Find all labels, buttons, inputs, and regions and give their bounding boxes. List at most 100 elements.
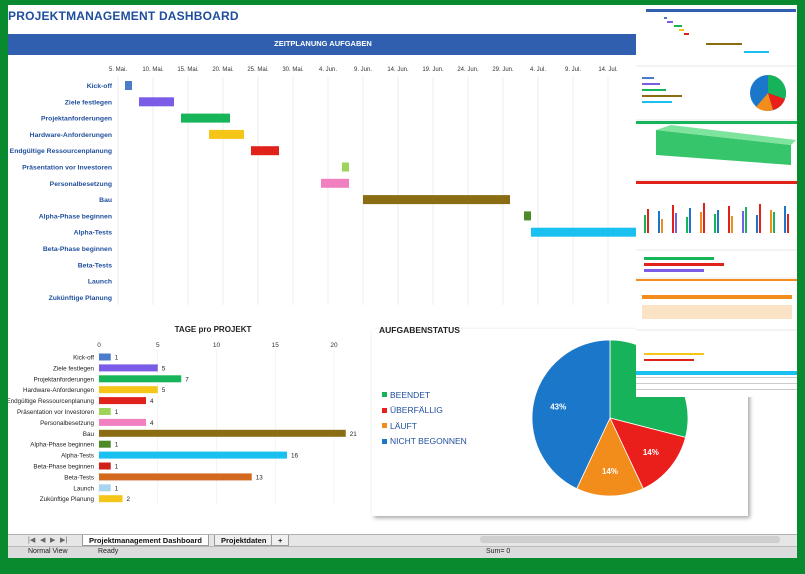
pie-value-label: 43% xyxy=(550,402,566,411)
gantt-task-label: Beta-Tests xyxy=(78,262,112,269)
gantt-header-banner: ZEITPLANUNG AUFGABEN xyxy=(8,34,638,55)
gantt-bar xyxy=(342,162,349,172)
gantt-date-tick: 15. Mai. xyxy=(177,67,199,73)
horizontal-scrollbar[interactable] xyxy=(480,536,780,543)
thumb-column-chart xyxy=(636,181,797,249)
days-value-label: 7 xyxy=(185,376,189,383)
days-value-label: 1 xyxy=(115,442,119,449)
gantt-task-label: Bau xyxy=(99,197,112,204)
gantt-date-tick: 24. Jun. xyxy=(457,67,479,73)
prev-sheet-icon[interactable]: ◀ xyxy=(40,537,46,544)
days-category-label: Alpha-Tests xyxy=(61,453,94,460)
days-value-label: 5 xyxy=(162,365,166,372)
status-chart-title: AUFGABENSTATUS xyxy=(379,325,460,335)
view-mode-label[interactable]: Normal View xyxy=(28,548,68,555)
legend-swatch xyxy=(382,392,387,398)
days-axis-tick: 5 xyxy=(156,342,160,349)
gantt-task-label: Kick-off xyxy=(87,83,113,90)
days-bar xyxy=(99,484,111,492)
days-value-label: 4 xyxy=(150,420,154,427)
gantt-date-tick: 29. Jun. xyxy=(492,67,514,73)
days-category-label: Hardware-Anforderungen xyxy=(23,387,95,394)
gantt-date-tick: 9. Jun. xyxy=(354,67,372,73)
gantt-date-tick: 14. Jun. xyxy=(387,67,409,73)
days-category-label: Beta-Tests xyxy=(64,474,94,481)
thumb-3d-bars xyxy=(636,121,797,179)
legend-swatch xyxy=(382,423,387,429)
days-category-label: Personalbesetzung xyxy=(40,420,94,427)
gantt-date-tick: 20. Mai. xyxy=(212,67,234,73)
days-category-label: Alpha-Phase beginnen xyxy=(30,442,94,449)
gantt-task-label: Hardware-Anforderungen xyxy=(30,132,112,139)
gantt-date-tick: 4. Jun. xyxy=(319,67,337,73)
days-chart-title: TAGE pro PROJEKT xyxy=(175,325,252,334)
days-bar xyxy=(99,440,111,448)
legend-item: BEENDET xyxy=(382,387,467,403)
gantt-bar xyxy=(363,195,510,205)
gantt-title: ZEITPLANUNG AUFGABEN xyxy=(274,39,372,48)
days-value-label: 1 xyxy=(115,485,119,492)
gantt-bar xyxy=(139,97,174,107)
pie-slice xyxy=(609,417,687,490)
gantt-date-tick: 30. Mai. xyxy=(282,67,304,73)
days-bar xyxy=(99,353,111,361)
gantt-date-tick: 5. Mai. xyxy=(109,67,127,73)
days-category-label: Bau xyxy=(83,431,95,438)
gantt-date-tick: 19. Jun. xyxy=(422,67,444,73)
days-value-label: 13 xyxy=(256,474,264,481)
gantt-date-tick: 10. Mai. xyxy=(142,67,164,73)
gantt-task-label: Beta-Phase beginnen xyxy=(43,246,112,253)
gantt-bar xyxy=(251,146,279,156)
days-value-label: 1 xyxy=(115,355,119,362)
days-value-label: 5 xyxy=(162,387,166,394)
days-value-label: 2 xyxy=(127,496,131,503)
thumbnail-previews xyxy=(636,5,797,397)
gantt-bar xyxy=(125,81,132,90)
legend-label: ÜBERFÄLLIG xyxy=(390,405,443,416)
days-category-label: Zukünftige Planung xyxy=(40,496,95,503)
pie-slice xyxy=(576,417,644,497)
gantt-bar xyxy=(321,178,349,188)
gantt-date-tick: 4. Jul. xyxy=(530,67,546,73)
gantt-task-label: Zukünftige Planung xyxy=(49,295,112,302)
gantt-bar xyxy=(181,113,230,123)
legend-label: BEENDET xyxy=(390,389,431,400)
next-sheet-icon[interactable]: ▶ xyxy=(50,537,56,544)
days-bar xyxy=(99,397,146,405)
legend-label: LÄUFT xyxy=(390,420,417,431)
tab-dashboard[interactable]: Projektmanagement Dashboard xyxy=(82,535,209,546)
days-category-label: Beta-Phase beginnen xyxy=(33,464,94,471)
days-bar xyxy=(99,495,123,503)
add-sheet-button[interactable]: + xyxy=(271,535,290,546)
thumb-gantt xyxy=(636,5,797,65)
tab-projektdaten[interactable]: Projektdaten xyxy=(214,535,274,546)
gantt-date-tick: 9. Jul. xyxy=(565,67,581,73)
legend-swatch xyxy=(382,438,387,444)
thumb-table xyxy=(636,331,797,397)
gantt-task-label: Alpha-Phase beginnen xyxy=(39,213,112,220)
last-sheet-icon[interactable]: ▶| xyxy=(60,537,68,544)
status-pie-chart: 14% 14% 43% xyxy=(531,339,689,497)
thumb-progress-bars xyxy=(636,251,797,277)
first-sheet-icon[interactable]: |◀ xyxy=(28,537,36,544)
days-category-label: Kick-off xyxy=(73,355,94,362)
gantt-task-label: Launch xyxy=(88,279,112,286)
days-bar xyxy=(99,364,158,372)
thumb-pie xyxy=(636,67,797,119)
gantt-task-label: Endgültige Ressourcenplanung xyxy=(10,148,112,155)
days-value-label: 1 xyxy=(115,464,119,471)
legend-swatch xyxy=(382,407,387,413)
gantt-task-label: Ziele festlegen xyxy=(65,99,112,106)
days-value-label: 4 xyxy=(150,398,154,405)
days-bar xyxy=(99,386,158,394)
days-bar xyxy=(99,375,182,383)
gantt-date-tick: 14. Jul. xyxy=(598,67,618,73)
days-category-label: Präsentation vor Investoren xyxy=(17,409,95,416)
gantt-task-label: Personalbesetzung xyxy=(50,181,112,188)
days-bar xyxy=(99,451,287,459)
legend-label: NICHT BEGONNEN xyxy=(390,436,467,447)
page-title: PROJEKTMANAGEMENT DASHBOARD xyxy=(8,9,239,23)
days-value-label: 21 xyxy=(350,431,358,438)
gantt-bar xyxy=(209,129,244,139)
